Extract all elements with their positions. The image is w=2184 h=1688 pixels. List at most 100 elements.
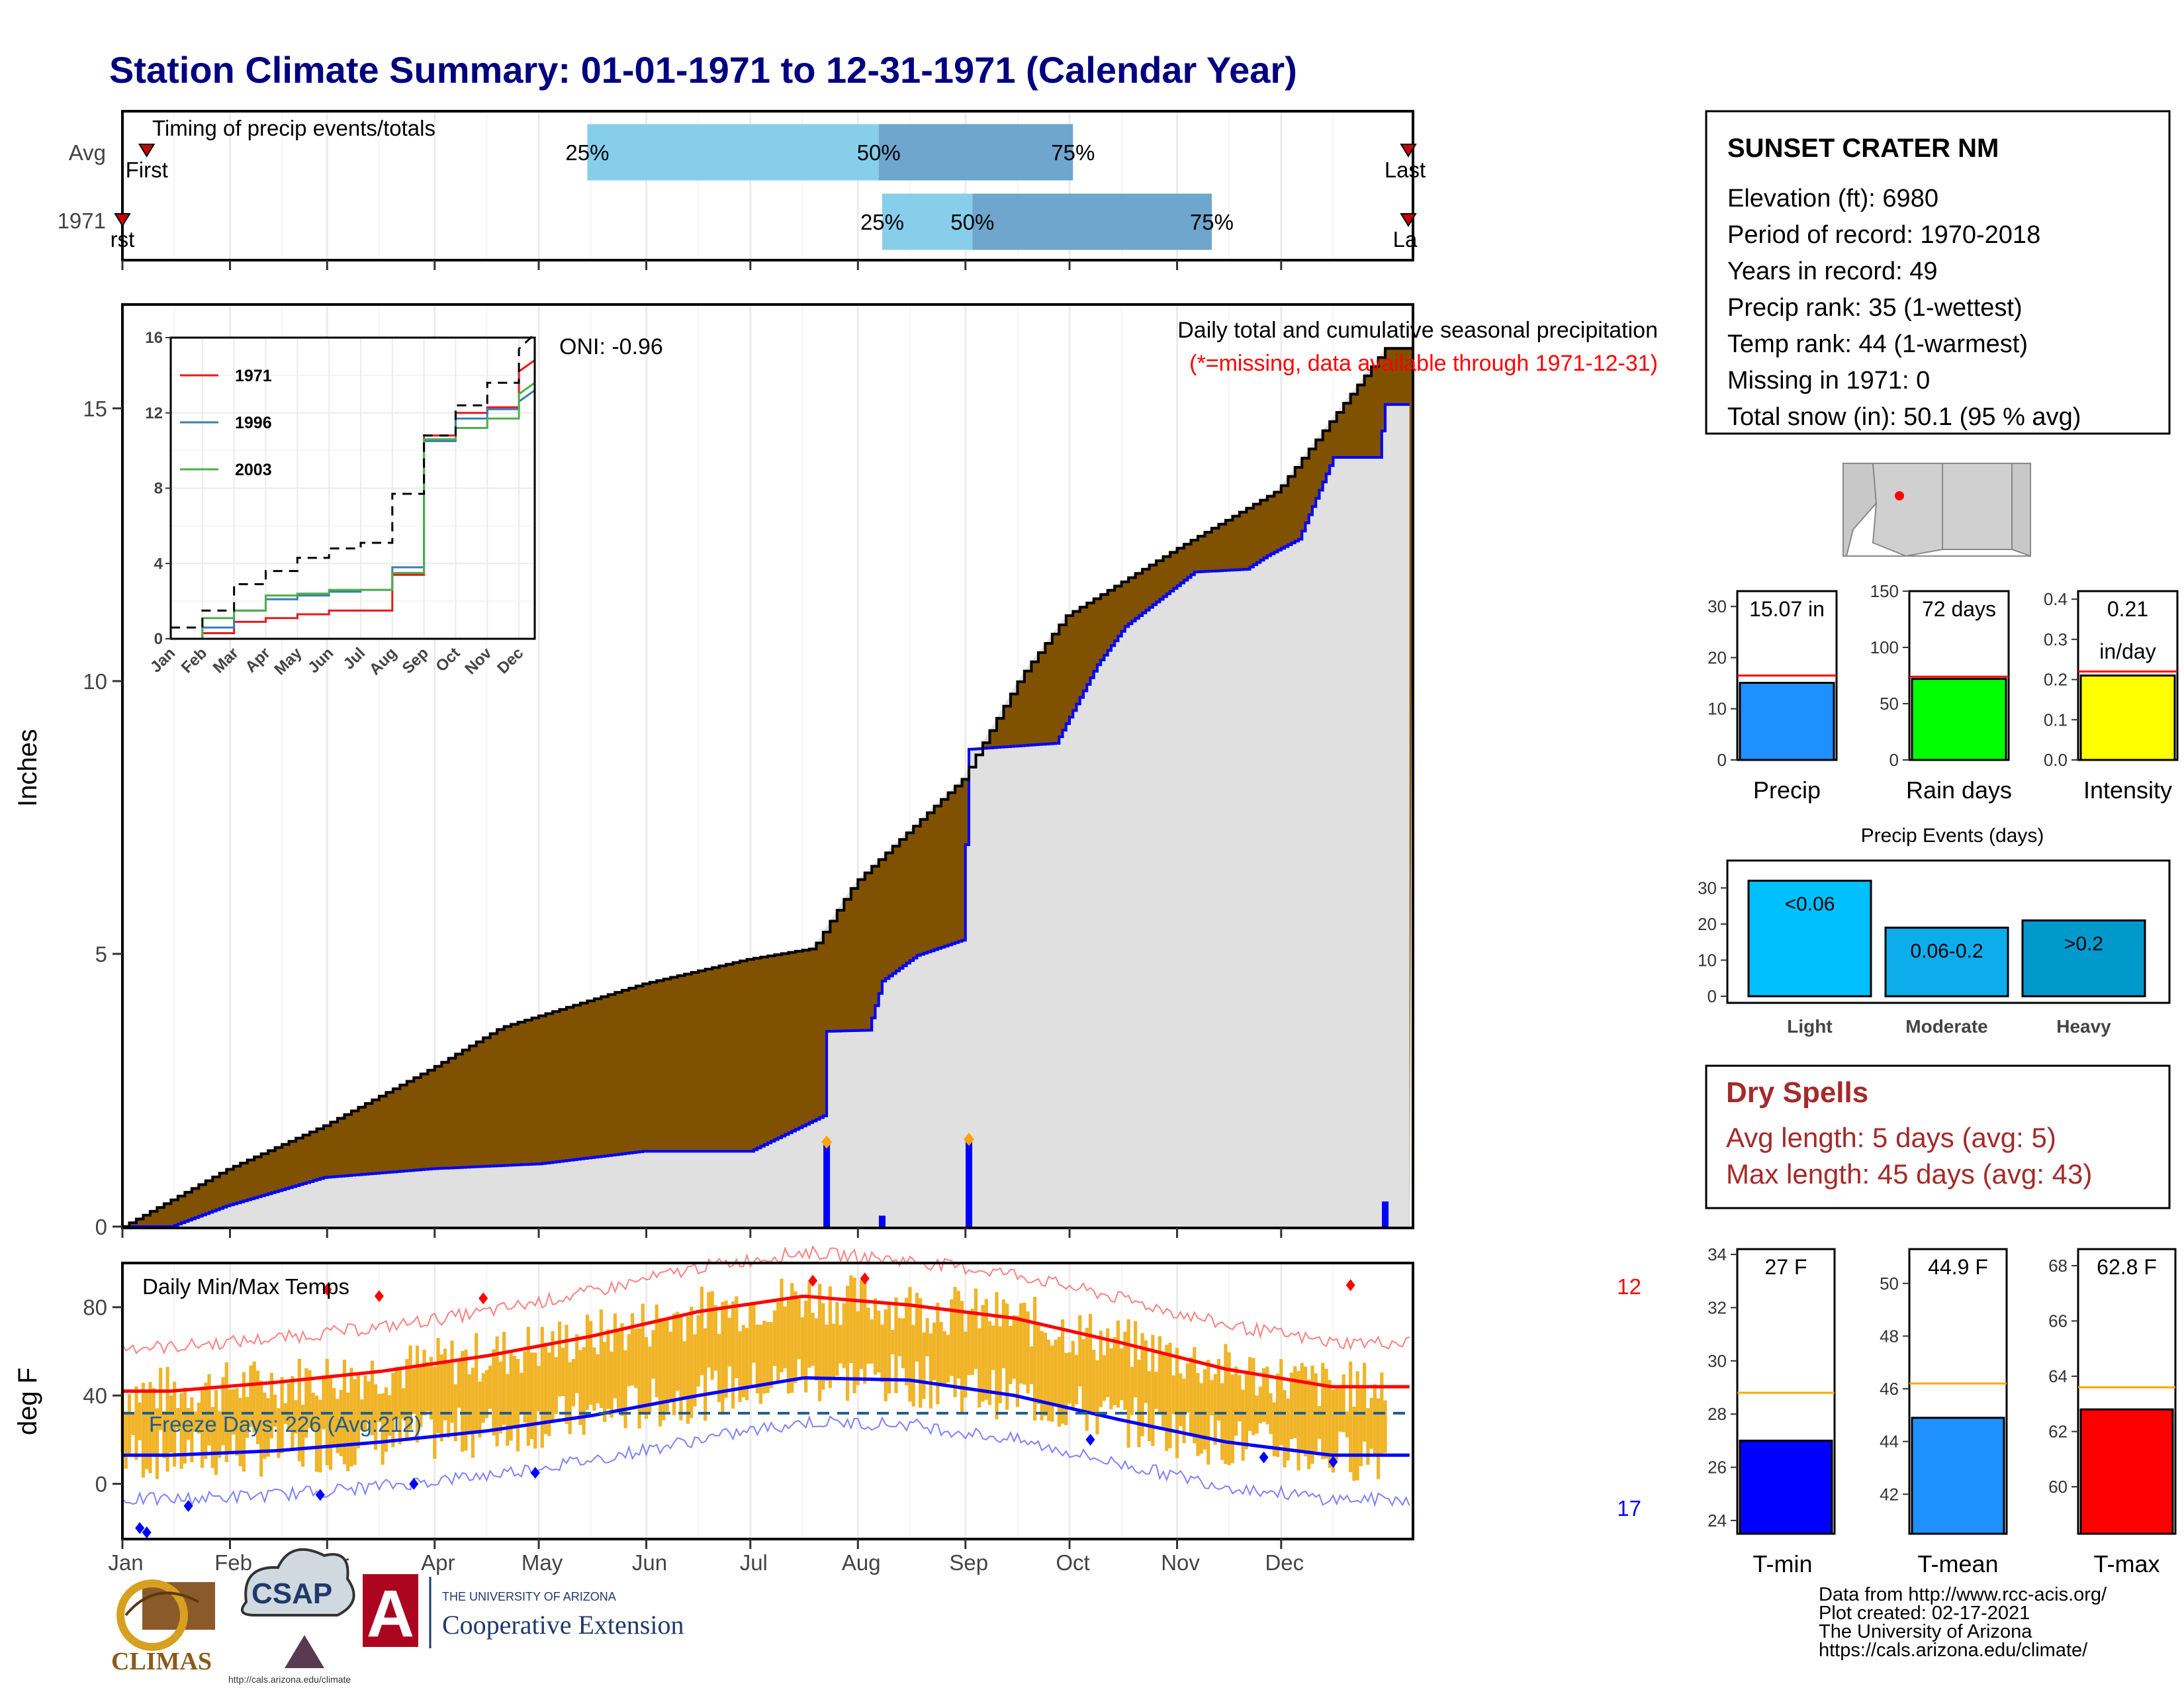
- daily-temp-range-bar: [405, 1358, 409, 1440]
- events-tick-label: 30: [1698, 878, 1717, 898]
- daily-temp-range-bar: [672, 1313, 676, 1415]
- daily-temp-range-bar: [863, 1282, 867, 1384]
- daily-temp-range-bar: [388, 1395, 392, 1436]
- daily-temp-range-bar: [644, 1336, 649, 1419]
- daily-temp-range-bar: [1272, 1402, 1276, 1456]
- daily-temp-range-bar: [818, 1284, 822, 1401]
- daily-temp-range-bar: [1342, 1374, 1345, 1432]
- ua-logo[interactable]: A THE UNIVERSITY OF ARIZONA Cooperative …: [363, 1574, 684, 1651]
- record-low-marker: [530, 1466, 540, 1479]
- daily-temp-range-bar: [578, 1350, 582, 1425]
- avg-max-line: [122, 1294, 1410, 1393]
- rain-days-gauge-value-bar: [1911, 678, 2007, 761]
- daily-temp-range-bar: [887, 1302, 891, 1394]
- month-label: Nov: [1161, 1550, 1200, 1575]
- daily-temp-range-bar: [873, 1298, 878, 1375]
- daily-temp-range-bar: [1095, 1360, 1099, 1434]
- temp-gauge-tmin-label: T-min: [1753, 1550, 1813, 1577]
- daily-temp-range-bar: [749, 1304, 752, 1385]
- daily-temp-range-bar: [127, 1394, 132, 1455]
- temp-ylabel: deg F: [13, 1368, 42, 1435]
- daily-temp-range-bar: [627, 1334, 631, 1387]
- daily-precip-bar: [823, 1143, 831, 1228]
- daily-temp-range-bar: [1366, 1408, 1370, 1465]
- inset-ytick-label: 4: [154, 555, 163, 573]
- daily-temp-range-bar: [1106, 1328, 1110, 1397]
- map-state-east: [2011, 463, 2031, 557]
- daily-temp-range-bar: [346, 1392, 350, 1472]
- daily-temp-range-bar: [1244, 1372, 1248, 1450]
- daily-temp-range-bar: [592, 1347, 596, 1411]
- daily-temp-range-bar: [537, 1366, 541, 1411]
- daily-temp-range-bar: [439, 1354, 443, 1442]
- events-bar-label: >0.2: [2064, 933, 2103, 955]
- daily-temp-range-bar: [1182, 1378, 1186, 1444]
- daily-temp-range-bar: [877, 1310, 881, 1373]
- daily-temp-range-bar: [568, 1362, 572, 1434]
- daily-temp-range-bar: [929, 1333, 933, 1409]
- temp-ytick-label: 40: [83, 1383, 107, 1408]
- temp-gauge-tmean-value-bar: [1911, 1417, 2005, 1535]
- daily-temp-range-bar: [662, 1321, 666, 1421]
- daily-temp-range-bar: [769, 1322, 773, 1388]
- daily-temp-range-bar: [134, 1386, 138, 1460]
- daily-temp-range-bar: [1168, 1342, 1172, 1448]
- daily-temp-range-bar: [1307, 1379, 1311, 1470]
- map-state-newmexico: [1942, 463, 2013, 550]
- climas-logo[interactable]: CLIMAS: [111, 1579, 215, 1675]
- temp-gauge-tmax: 62.8 F 60 62 64 66 68 T-max: [2048, 1248, 2177, 1577]
- daily-temp-range-bar: [412, 1368, 416, 1414]
- daily-temp-range-bar: [835, 1301, 839, 1376]
- daily-temp-range-bar: [707, 1291, 711, 1368]
- daily-temp-range-bar: [415, 1345, 420, 1443]
- daily-temp-range-bar: [776, 1301, 780, 1382]
- daily-temp-range-bar: [173, 1382, 177, 1467]
- daily-temp-range-bar: [724, 1300, 728, 1398]
- rain-days-gauge: 72 days 0 50 100 150 Rain days: [1870, 581, 2012, 804]
- timing-bar-q50-q75: [878, 124, 1073, 181]
- daily-temp-range-bar: [690, 1307, 694, 1419]
- inset-legend-label: 1971: [235, 367, 272, 385]
- freeze-days-label: Freeze Days: 226 (Avg:212): [149, 1412, 422, 1436]
- daily-temp-range-bar: [1297, 1371, 1300, 1471]
- daily-temp-range-bar: [1033, 1297, 1037, 1421]
- daily-temp-range-bar: [1064, 1352, 1068, 1426]
- daily-temp-range-bar: [1238, 1375, 1242, 1422]
- daily-temp-range-bar: [339, 1389, 343, 1456]
- daily-temp-range-bar: [731, 1301, 735, 1409]
- precip-gauges: 15.07 in 0 10 20 30 Precip 72 days 0 50 100 150 Rai…: [1707, 581, 2179, 804]
- daily-temp-range-bar: [488, 1365, 492, 1409]
- ua-small-text: THE UNIVERSITY OF ARIZONA: [442, 1590, 616, 1603]
- daily-temp-range-bar: [637, 1328, 641, 1429]
- inset-ytick-label: 12: [145, 404, 163, 422]
- daily-temp-range-bar: [901, 1318, 905, 1368]
- precip-events-title: Precip Events (days): [1861, 825, 2044, 847]
- timing-label-q75: 75%: [1190, 210, 1234, 234]
- daily-temp-range-bar: [942, 1331, 946, 1386]
- daily-temp-range-bar: [543, 1342, 548, 1434]
- daily-temp-range-bar: [495, 1336, 499, 1447]
- inset-xtick-label: Oct: [432, 644, 463, 675]
- page-title: Station Climate Summary: 01-01-1971 to 1…: [109, 49, 1297, 91]
- daily-temp-range-bar: [998, 1326, 1002, 1403]
- daily-temp-range-bar: [790, 1283, 794, 1393]
- daily-temp-range-bar: [610, 1351, 614, 1418]
- daily-temp-range-bar: [634, 1329, 638, 1388]
- daily-temp-range-bar: [1234, 1366, 1238, 1436]
- daily-temp-range-bar: [842, 1303, 846, 1368]
- daily-temp-range-bar: [1369, 1397, 1373, 1449]
- daily-temp-range-bar: [443, 1348, 447, 1421]
- daily-temp-range-bar: [509, 1352, 513, 1441]
- daily-temp-range-bar: [845, 1286, 850, 1401]
- daily-temp-range-bar: [852, 1277, 856, 1393]
- daily-temp-range-bar: [717, 1334, 721, 1403]
- daily-temp-range-bar: [221, 1377, 225, 1446]
- footer-data-source: Data from http://www.rcc-acis.org/: [1819, 1584, 2107, 1605]
- csap-logo[interactable]: CSAP http://cals.arizona.edu/climate: [228, 1548, 355, 1685]
- daily-temp-range-bar: [811, 1313, 815, 1366]
- dry-spells-frame: [1705, 1064, 2171, 1209]
- precip-gauge-tick-label: 30: [1707, 596, 1727, 616]
- daily-temp-range-bar: [162, 1411, 166, 1458]
- daily-temp-range-bar: [363, 1375, 367, 1431]
- precip-events-chart: Precip Events (days) 0 10 20 30 <0.06 Light 0.…: [1698, 825, 2171, 1037]
